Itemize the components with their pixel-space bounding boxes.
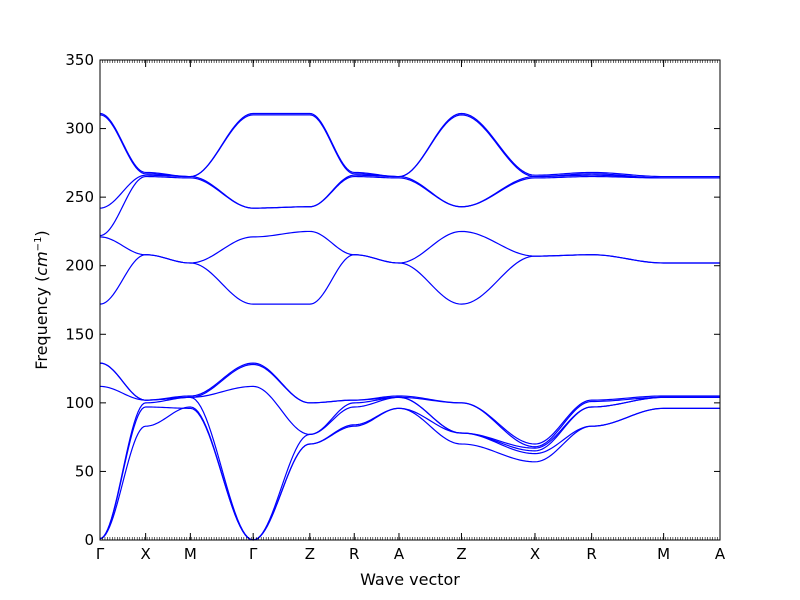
y-tick-label-200: 200 (65, 257, 94, 275)
x-tick-label-4: Γ (249, 545, 258, 563)
y-axis-title-prefix: Frequency ( (32, 276, 51, 370)
y-axis-title-unit: cm (32, 251, 51, 275)
x-axis-title: Wave vector (360, 570, 460, 589)
plot-frame (99, 59, 721, 541)
band-line-1 (99, 406, 720, 541)
band-line-9 (99, 175, 720, 237)
y-axis-title-exp: −1 (33, 237, 44, 252)
y-axis-title: Frequency (cm−1) (32, 230, 51, 369)
band-line-2 (99, 406, 720, 541)
x-tick-label-10: R (586, 545, 596, 563)
band-line-5 (99, 362, 720, 448)
y-tick-label-100: 100 (65, 394, 94, 412)
x-tick-label-11: M (657, 545, 670, 563)
x-tick-label-2: X (141, 545, 151, 563)
x-tick-label-6: R (349, 545, 359, 563)
x-tick-label-1: Γ (96, 545, 105, 563)
x-tick-label-12: A (715, 545, 726, 563)
x-tick-label-5: Z (305, 545, 315, 563)
y-tick-label-300: 300 (65, 120, 94, 138)
band-line-11 (99, 114, 720, 179)
x-tick-label-9: X (530, 545, 540, 563)
band-line-12 (99, 112, 720, 178)
band-lines (99, 112, 720, 541)
x-tick-label-3: M (184, 545, 197, 563)
y-tick-label-150: 150 (65, 325, 94, 343)
band-line-3 (99, 396, 720, 541)
y-tick-label-0: 0 (84, 531, 94, 549)
band-line-8 (99, 230, 720, 264)
band-line-7 (99, 254, 720, 305)
x-minor-ticks (99, 60, 721, 540)
y-tick-label-350: 350 (65, 51, 94, 69)
tick-labels: 0 50 100 150 200 250 300 350 Γ X M Γ Z R A Z X R M A (65, 51, 726, 563)
y-tick-label-250: 250 (65, 188, 94, 206)
band-line-6 (99, 362, 720, 445)
y-axis-title-suffix: ) (32, 230, 51, 236)
y-tick-label-50: 50 (75, 462, 94, 480)
axes (99, 59, 721, 541)
x-tick-label-7: A (394, 545, 405, 563)
x-tick-label-8: Z (456, 545, 466, 563)
